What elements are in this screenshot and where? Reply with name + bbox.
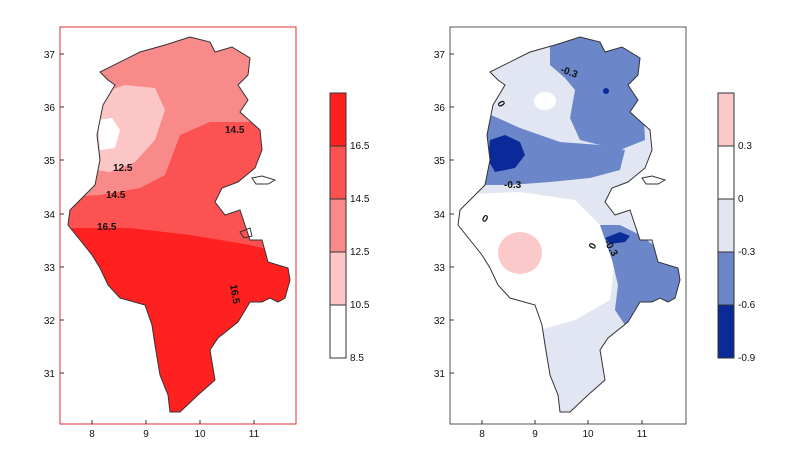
left-y-axis: 37 36 35 34 33 32 31 — [44, 50, 64, 380]
right-colorbar-tick: -0.6 — [738, 300, 756, 311]
left-y-tick: 32 — [44, 316, 56, 327]
left-island-outline — [251, 175, 277, 185]
left-y-tick: 33 — [44, 263, 56, 274]
right-colorbar-swatch — [718, 93, 734, 146]
left-y-tick: 36 — [44, 103, 56, 114]
left-colorbar: 16.5 14.5 12.5 10.5 8.5 — [329, 92, 370, 364]
left-colorbar-tick: 8.5 — [350, 353, 364, 364]
right-y-tick: 32 — [434, 316, 446, 327]
left-y-tick: 31 — [44, 369, 56, 380]
right-x-tick: 10 — [582, 429, 594, 440]
right-colorbar-swatch — [718, 199, 734, 252]
left-colorbar-swatch — [330, 199, 346, 252]
left-country-outline — [67, 36, 291, 413]
left-y-tick: 34 — [44, 210, 56, 221]
right-contour-label: 0 — [480, 213, 491, 226]
right-colorbar-swatch — [718, 305, 734, 358]
left-colorbar-swatch — [330, 146, 346, 199]
left-colorbar-tick: 12.5 — [350, 247, 370, 258]
right-island-outline — [641, 175, 667, 185]
left-x-tick: 9 — [143, 429, 149, 440]
left-y-tick: 35 — [44, 156, 56, 167]
right-x-tick: 9 — [532, 429, 538, 440]
left-x-tick: 8 — [89, 429, 95, 440]
left-island-outline-2 — [239, 227, 253, 239]
left-map: 37 36 35 34 33 32 31 8 9 10 11 12.5 14.5… — [44, 26, 297, 440]
left-contour-label: 14.5 — [225, 125, 245, 136]
left-y-tick: 37 — [44, 50, 56, 61]
left-colorbar-tick: 14.5 — [350, 194, 370, 205]
right-map: 37 36 35 34 33 32 31 8 9 10 11 -0.3 0 -0… — [434, 26, 687, 440]
left-contour-label: 16.5 — [97, 222, 117, 233]
right-y-tick: 37 — [434, 50, 446, 61]
right-y-tick: 31 — [434, 369, 446, 380]
right-y-tick: 35 — [434, 156, 446, 167]
left-colorbar-swatch — [330, 305, 346, 358]
right-colorbar-tick: -0.9 — [738, 353, 756, 364]
left-colorbar-swatch — [330, 252, 346, 305]
right-colorbar-tick: -0.3 — [738, 247, 756, 258]
right-y-tick: 33 — [434, 263, 446, 274]
right-country-outline — [457, 36, 681, 413]
right-x-tick: 11 — [637, 429, 648, 440]
left-colorbar-tick: 10.5 — [350, 300, 370, 311]
left-contour-label: 14.5 — [106, 190, 126, 201]
right-colorbar-swatch — [718, 252, 734, 305]
left-colorbar-swatch — [330, 93, 346, 146]
right-x-axis: 8 9 10 11 — [479, 420, 648, 440]
right-contour-label: 0 — [494, 99, 507, 110]
right-y-axis: 37 36 35 34 33 32 31 — [434, 50, 454, 380]
right-colorbar-swatch — [718, 146, 734, 199]
right-contour-label: 0 — [587, 241, 600, 252]
right-colorbar-tick: 0 — [738, 194, 744, 205]
left-contour-label: 16.5 — [227, 284, 241, 306]
left-contour-label: 12.5 — [113, 163, 133, 174]
right-contour-label: -0.3 — [504, 180, 522, 191]
right-y-tick: 34 — [434, 210, 446, 221]
left-x-axis: 8 9 10 11 — [89, 420, 260, 440]
right-y-tick: 36 — [434, 103, 446, 114]
left-x-tick: 10 — [194, 429, 206, 440]
right-colorbar-tick: 0.3 — [738, 141, 752, 152]
right-colorbar: 0.3 0 -0.3 -0.6 -0.9 — [717, 92, 756, 364]
left-x-tick: 11 — [249, 429, 260, 440]
right-x-tick: 8 — [479, 429, 485, 440]
left-colorbar-tick: 16.5 — [350, 141, 370, 152]
